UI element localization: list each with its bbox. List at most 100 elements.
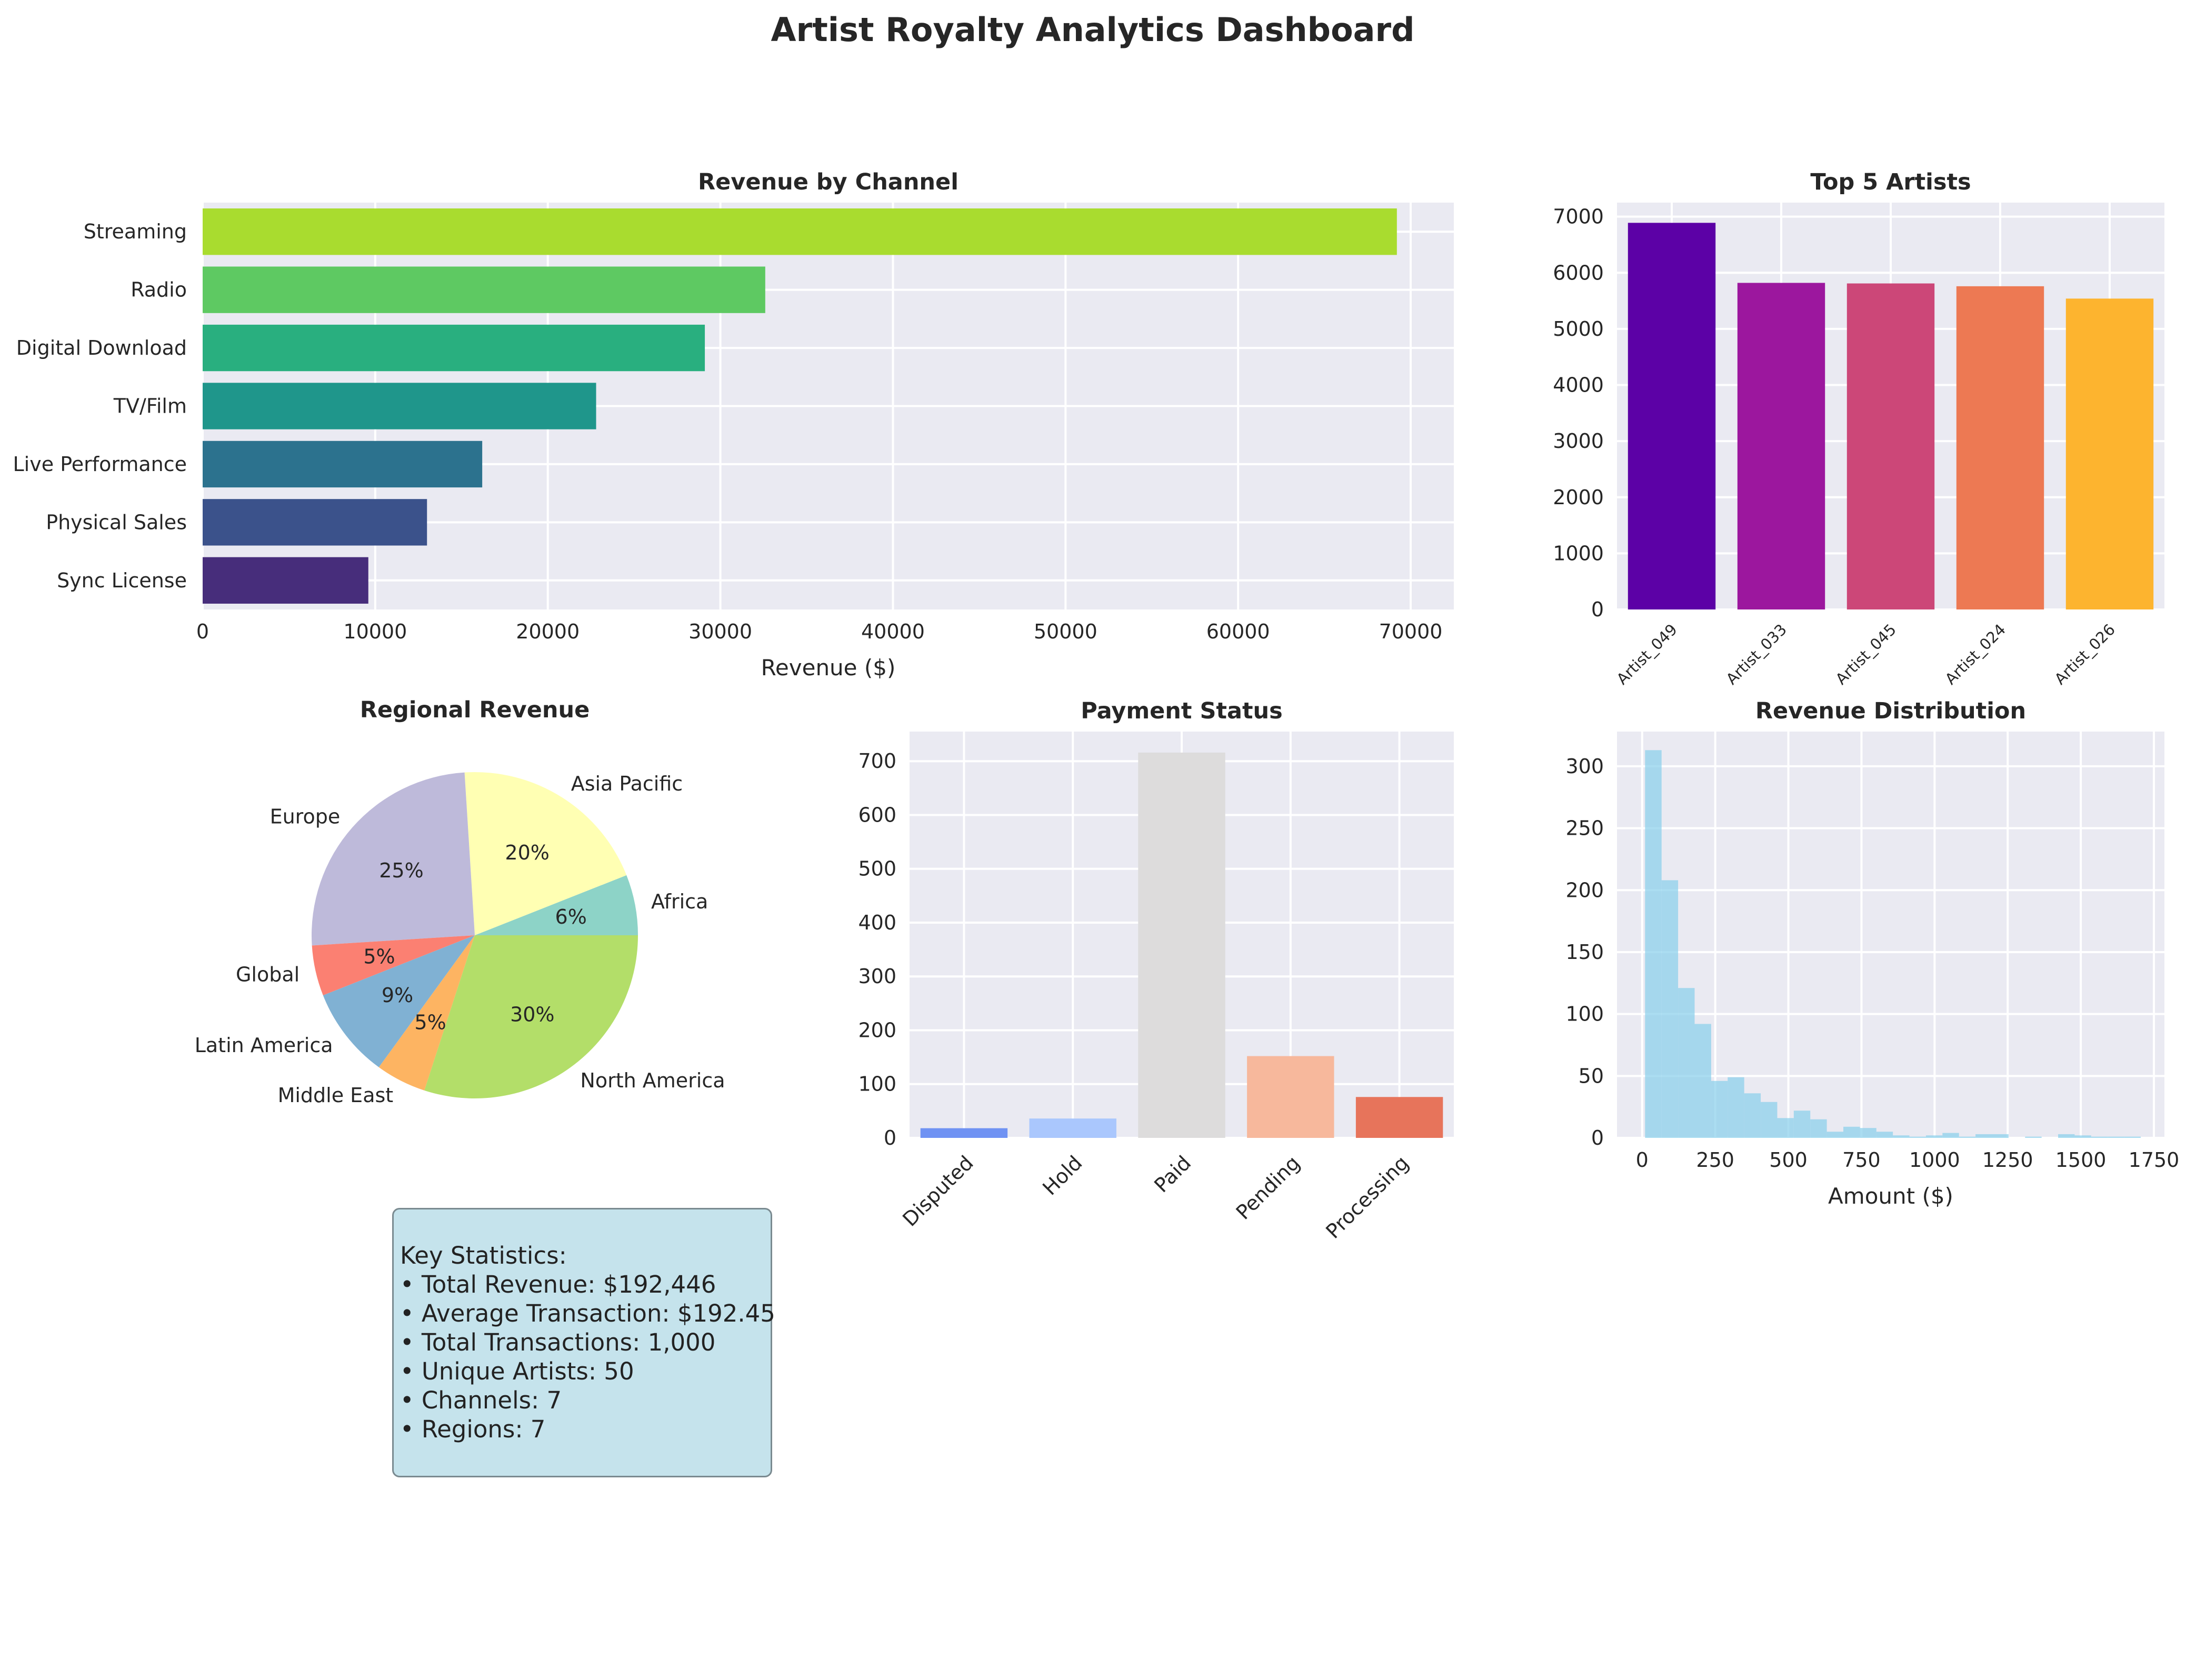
pie-percent-label: 9%: [382, 984, 413, 1007]
stats-line: • Average Transaction: $192.45: [400, 1299, 775, 1327]
key-statistics-box: Key Statistics: • Total Revenue: $192,44…: [392, 1208, 775, 1477]
histogram-bar: [1728, 1077, 1744, 1138]
bar: [203, 383, 596, 429]
y-tick-label: 400: [858, 911, 896, 934]
histogram-bar: [1843, 1126, 1860, 1138]
y-tick-label: Live Performance: [13, 453, 187, 476]
pie-slice: [311, 772, 475, 946]
histogram-bar: [1694, 1024, 1711, 1138]
pie-label: Middle East: [278, 1084, 394, 1107]
histogram-bar: [1959, 1136, 1976, 1138]
bar: [1029, 1118, 1116, 1138]
pie-slice: [312, 935, 475, 996]
x-tick-label: 30000: [688, 620, 752, 643]
x-tick-label: 60000: [1206, 620, 1270, 643]
pie-percent-label: 6%: [555, 905, 587, 928]
x-tick-label: 10000: [343, 620, 407, 643]
chart-title: Revenue by Channel: [698, 169, 959, 195]
y-tick-label: 7000: [1553, 205, 1604, 228]
chart-title: Top 5 Artists: [1810, 169, 1971, 195]
stats-line: • Unique Artists: 50: [400, 1357, 634, 1385]
stats-line: • Regions: 7: [400, 1415, 546, 1443]
dashboard-title: Artist Royalty Analytics Dashboard: [771, 11, 1415, 49]
x-tick-label: 750: [1842, 1148, 1881, 1172]
bar: [203, 266, 765, 313]
y-tick-label: 5000: [1553, 317, 1604, 341]
y-tick-label: 2000: [1553, 486, 1604, 509]
bar: [2065, 298, 2154, 609]
histogram-bar: [1711, 1081, 1728, 1138]
pie-percent-label: 25%: [379, 859, 423, 882]
pie-slice: [424, 935, 638, 1099]
y-tick-label: 300: [1565, 755, 1604, 778]
y-tick-label: Sync License: [57, 569, 187, 592]
y-tick-label: 700: [858, 749, 896, 773]
x-tick-label: 70000: [1379, 620, 1443, 643]
x-axis-label: Amount ($): [1828, 1183, 1953, 1209]
x-tick-label: 0: [1636, 1148, 1649, 1172]
y-tick-label: 300: [858, 965, 896, 988]
y-tick-label: 150: [1565, 941, 1604, 964]
histogram-bar: [1860, 1128, 1876, 1138]
pie-slice: [464, 772, 627, 935]
histogram-bar: [1975, 1134, 1992, 1138]
y-tick-label: 0: [1591, 1126, 1604, 1149]
histogram-bar: [2074, 1135, 2091, 1138]
histogram-bar: [1942, 1133, 1959, 1138]
pie-label: Global: [236, 963, 300, 986]
pie-slice: [475, 875, 638, 935]
pie-label: North America: [580, 1069, 725, 1092]
histogram-bar: [2058, 1134, 2075, 1138]
bar: [1956, 286, 2044, 609]
histogram-bar: [1909, 1136, 1926, 1138]
regional-pie-chart: Africa 6% Asia Pacific 20% Europe 25% Global 5%…: [195, 697, 725, 1107]
pie-percent-label: 5%: [414, 1011, 446, 1034]
histogram-bar: [1876, 1132, 1893, 1138]
y-tick-label: Radio: [131, 278, 187, 302]
x-tick-label: 1500: [2055, 1148, 2107, 1172]
histogram-bar: [1992, 1134, 2009, 1138]
histogram-bar: [1744, 1093, 1761, 1138]
y-tick-label: Digital Download: [16, 336, 187, 359]
x-axis-label: Revenue ($): [761, 655, 896, 681]
y-tick-label: TV/Film: [113, 395, 187, 418]
stats-heading: Key Statistics:: [400, 1242, 567, 1269]
pie-label: Africa: [651, 890, 708, 913]
histogram-bar: [1661, 880, 1679, 1138]
y-tick-label: 6000: [1553, 261, 1604, 284]
pie-label: Asia Pacific: [571, 772, 683, 795]
histogram-bar: [1761, 1102, 1778, 1138]
y-tick-label: 1000: [1553, 542, 1604, 565]
pie-label: Europe: [270, 805, 341, 828]
histogram-bar: [2124, 1136, 2141, 1138]
bar: [1737, 283, 1825, 609]
histogram-bar: [2025, 1136, 2042, 1138]
histogram-bar: [1793, 1111, 1811, 1138]
x-tick-label: 40000: [861, 620, 925, 643]
pie-percent-label: 20%: [505, 841, 549, 864]
bar: [203, 499, 427, 546]
x-tick-label: 50000: [1034, 620, 1097, 643]
y-tick-label: Physical Sales: [46, 511, 187, 534]
bar: [920, 1128, 1008, 1138]
histogram-bar: [1826, 1132, 1843, 1138]
bar: [1247, 1056, 1334, 1138]
bar: [1138, 752, 1225, 1138]
bar: [203, 557, 368, 604]
chart-title: Payment Status: [1081, 698, 1283, 724]
y-tick-label: 100: [1565, 1003, 1604, 1026]
pie-slice: [378, 935, 475, 1091]
histogram-bar: [1810, 1119, 1827, 1138]
bar: [1628, 223, 1716, 610]
bar: [203, 208, 1397, 255]
y-tick-label: 4000: [1553, 374, 1604, 397]
y-tick-label: 200: [858, 1018, 896, 1042]
stats-line: • Channels: 7: [400, 1386, 562, 1414]
histogram-bar: [2108, 1136, 2124, 1138]
histogram-bar: [1893, 1135, 1910, 1138]
y-tick-label: 250: [1565, 817, 1604, 840]
x-tick-label: 500: [1769, 1148, 1808, 1172]
